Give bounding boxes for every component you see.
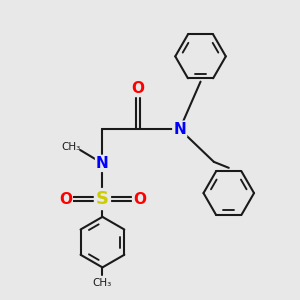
Text: N: N bbox=[173, 122, 186, 137]
Text: N: N bbox=[96, 156, 109, 171]
Text: CH₃: CH₃ bbox=[61, 142, 81, 152]
Text: CH₃: CH₃ bbox=[93, 278, 112, 288]
Text: O: O bbox=[132, 81, 145, 96]
Text: S: S bbox=[96, 190, 109, 208]
Text: O: O bbox=[133, 191, 146, 206]
Text: O: O bbox=[59, 191, 72, 206]
